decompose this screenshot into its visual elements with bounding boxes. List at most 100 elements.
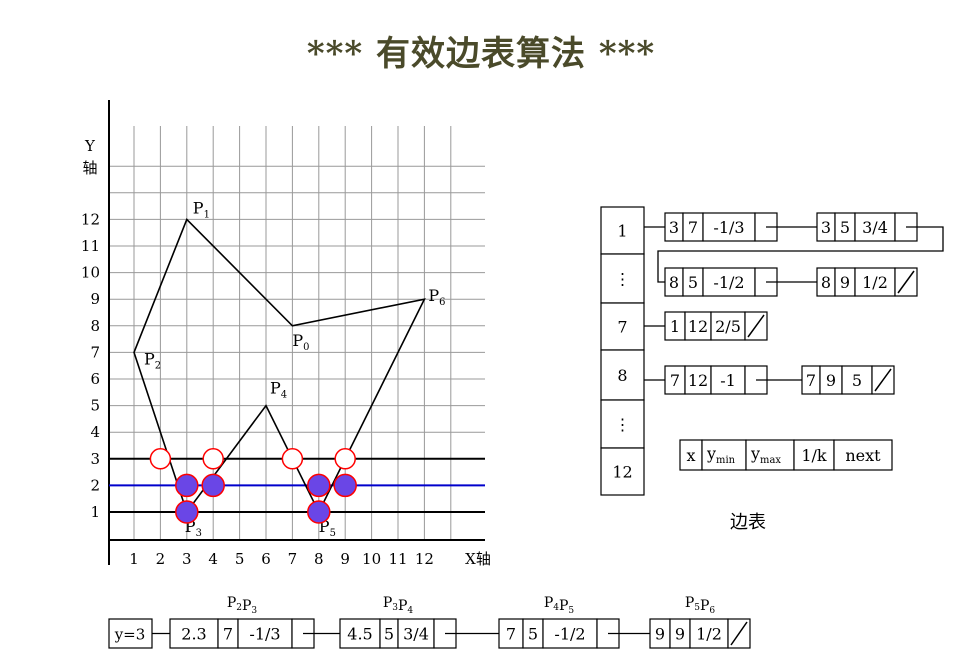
page-title: *** 有效边表算法 *** [306, 34, 656, 74]
filled-intersection-point [333, 473, 357, 498]
node-cell-value: 9 [655, 624, 665, 643]
node-cell-value: -1/3 [713, 218, 744, 237]
node-cell-value: 3 [821, 218, 831, 237]
node-cell [854, 267, 896, 297]
y-tick-label: 1 [90, 503, 100, 521]
node-cell-value: 2/5 [715, 317, 741, 336]
x-axis-label: X轴 [465, 550, 491, 568]
node-cell-value: 3/4 [403, 624, 429, 643]
open-intersection-point [334, 448, 356, 470]
bucket-label: 7 [617, 318, 627, 337]
node-cell-value: -1/2 [554, 624, 585, 643]
node-cell-value: 9 [675, 624, 685, 643]
vertex-label-p4: P4 [270, 379, 287, 401]
edge-node: 3 7 -1/3 [664, 212, 778, 242]
null-pointer [730, 621, 748, 646]
y-tick-label: 9 [90, 290, 100, 308]
y-tick-label: 3 [90, 450, 100, 468]
node-cell-value: 5 [384, 624, 394, 643]
vertex-label-p1: P1 [193, 198, 210, 220]
edge-node-legend: x ymin ymax 1/k next [679, 439, 893, 471]
node-cell [498, 618, 524, 649]
vertex-label-p5: P5 [319, 517, 336, 539]
legend-ymin: ymin [706, 444, 736, 466]
node-cell-value: 2.3 [181, 624, 206, 643]
node-cell-value: -1 [720, 371, 736, 390]
aet-node-label: P2P3 [227, 595, 258, 616]
x-tick-label: 7 [288, 550, 298, 568]
open-intersection-point [281, 448, 304, 470]
coordinate-grid [108, 100, 485, 565]
legend-cell [701, 439, 747, 471]
edge-node: 3 5 3/4 [816, 212, 918, 242]
aet-node-label: P5P6 [685, 595, 716, 616]
edge-table-caption: 边表 [730, 512, 766, 533]
polygon-outline [133, 217, 426, 514]
node-cell-value: 4.5 [347, 624, 372, 643]
node-cell [169, 618, 219, 649]
node-cell [710, 311, 746, 341]
y-tick-label: 10 [81, 264, 100, 282]
filled-intersection-point [201, 473, 225, 498]
node-cell [684, 311, 712, 341]
bucket-label: 1 [617, 222, 627, 241]
aet-head-label: y=3 [114, 626, 146, 644]
node-cell-value: 5 [528, 624, 538, 643]
node-cell-value: 12 [688, 317, 708, 336]
node-cell-value: 7 [670, 371, 680, 390]
node-cell [237, 618, 293, 649]
edge-node: 1 12 2/5 [664, 311, 768, 341]
x-tick-label: 2 [156, 550, 166, 568]
edge-node: 8 5 -1/2 [664, 267, 778, 297]
node-cell-value: 5 [688, 273, 698, 292]
y-tick-label: 6 [90, 370, 100, 388]
node-cell-value: 8 [669, 273, 679, 292]
filled-intersection-point [307, 500, 331, 524]
bucket-cell [600, 399, 645, 449]
aet-node-label: P3P4 [383, 595, 414, 616]
node-cell-value: 7 [806, 371, 816, 390]
bucket-label: ⋮ [615, 270, 631, 289]
aet-node: 2.3 7 -1/3 [169, 618, 315, 649]
y-tick-label: 12 [81, 210, 100, 228]
node-cell-value: -1/2 [713, 273, 744, 292]
y-tick-label: 4 [90, 423, 100, 441]
x-tick-label: 6 [261, 550, 271, 568]
x-tick-label: 9 [340, 550, 350, 568]
y-tick-label: 2 [90, 476, 100, 494]
legend-cell [833, 439, 893, 471]
legend-cell [793, 439, 835, 471]
open-intersection-point [202, 448, 224, 470]
vertex-label-p0: P0 [292, 331, 309, 353]
legend-x: x [686, 446, 695, 465]
intersection-points [149, 448, 357, 524]
node-cell [397, 618, 435, 649]
bucket-cell [600, 206, 645, 255]
node-cell-value: 8 [821, 273, 831, 292]
aet-node-label: P4P5 [544, 595, 575, 616]
node-cell-value: 7 [506, 624, 516, 643]
open-intersection-point [149, 448, 172, 470]
aet-node: 9 9 1/2 [649, 618, 751, 649]
edge-node: 8 9 1/2 [816, 267, 918, 297]
node-cell [542, 618, 598, 649]
node-cell-value: 9 [826, 371, 836, 390]
null-pointer [897, 270, 915, 294]
legend-next: next [845, 446, 881, 465]
x-tick-label: 4 [208, 550, 218, 568]
x-tick-label: 1 [129, 550, 139, 568]
edge-table: 1⋮78⋮123 7 -1/3 3 5 3/48 5 -1/2 8 9 1/21 12 2/57 12 -1… [600, 206, 944, 533]
node-cell-value: 3 [669, 218, 679, 237]
y-axis-label: Y [84, 137, 96, 155]
y-tick-label: 5 [90, 397, 100, 415]
node-cell-value: 3/4 [862, 218, 888, 237]
node-cell-value: 12 [688, 371, 708, 390]
x-tick-label: 5 [235, 550, 245, 568]
vertex-label-p6: P6 [428, 286, 445, 308]
node-cell [702, 267, 756, 297]
bucket-cell [600, 253, 645, 304]
x-tick-label: 11 [388, 550, 407, 568]
vertex-label-p3: P3 [185, 517, 202, 539]
